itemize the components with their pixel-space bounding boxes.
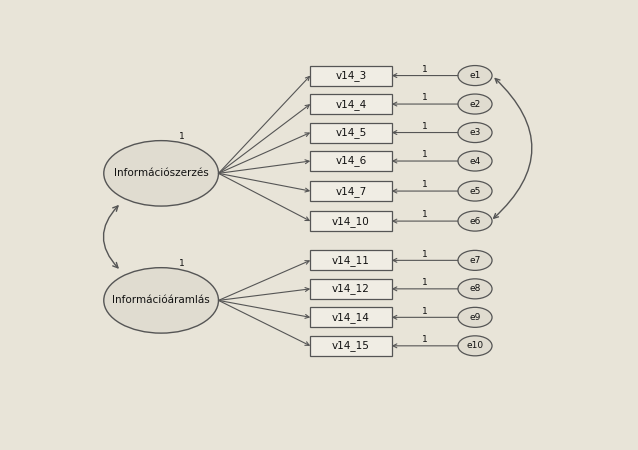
Text: e6: e6 — [470, 216, 480, 225]
Ellipse shape — [104, 140, 218, 206]
Ellipse shape — [458, 279, 492, 299]
Text: v14_10: v14_10 — [332, 216, 370, 226]
Ellipse shape — [458, 66, 492, 86]
FancyBboxPatch shape — [310, 279, 392, 299]
Text: e10: e10 — [466, 342, 484, 351]
FancyArrowPatch shape — [103, 206, 118, 268]
Text: Információáramlás: Információáramlás — [112, 295, 210, 306]
FancyBboxPatch shape — [310, 151, 392, 171]
Text: v14_14: v14_14 — [332, 312, 370, 323]
Text: e4: e4 — [470, 157, 480, 166]
FancyBboxPatch shape — [310, 211, 392, 231]
Text: 1: 1 — [422, 211, 427, 220]
Ellipse shape — [458, 94, 492, 114]
FancyBboxPatch shape — [310, 66, 392, 86]
Text: v14_5: v14_5 — [336, 127, 367, 138]
Ellipse shape — [458, 250, 492, 270]
Ellipse shape — [458, 181, 492, 201]
Text: 1: 1 — [422, 65, 427, 74]
FancyBboxPatch shape — [310, 336, 392, 356]
Text: e5: e5 — [470, 187, 480, 196]
Text: v14_15: v14_15 — [332, 340, 370, 351]
Text: v14_11: v14_11 — [332, 255, 370, 266]
Text: e9: e9 — [470, 313, 480, 322]
Ellipse shape — [458, 307, 492, 327]
Text: e7: e7 — [470, 256, 480, 265]
Ellipse shape — [458, 122, 492, 143]
Text: 1: 1 — [422, 335, 427, 344]
Ellipse shape — [458, 151, 492, 171]
FancyArrowPatch shape — [494, 79, 532, 218]
FancyBboxPatch shape — [310, 122, 392, 143]
Text: Információszerzés: Információszerzés — [114, 168, 209, 178]
Text: 1: 1 — [179, 131, 184, 140]
Text: 1: 1 — [422, 278, 427, 287]
Text: v14_12: v14_12 — [332, 284, 370, 294]
Text: 1: 1 — [422, 150, 427, 159]
Ellipse shape — [458, 336, 492, 356]
Text: 1: 1 — [179, 259, 184, 268]
FancyBboxPatch shape — [310, 181, 392, 201]
Text: v14_3: v14_3 — [336, 70, 367, 81]
Text: 1: 1 — [422, 180, 427, 189]
Text: v14_6: v14_6 — [336, 156, 367, 166]
Text: v14_7: v14_7 — [336, 185, 367, 197]
Text: 1: 1 — [422, 122, 427, 131]
Text: e8: e8 — [470, 284, 480, 293]
Ellipse shape — [458, 211, 492, 231]
Text: 1: 1 — [422, 250, 427, 259]
FancyBboxPatch shape — [310, 307, 392, 327]
Ellipse shape — [104, 268, 218, 333]
Text: e3: e3 — [470, 128, 480, 137]
FancyBboxPatch shape — [310, 250, 392, 270]
Text: v14_4: v14_4 — [336, 99, 367, 109]
FancyBboxPatch shape — [310, 94, 392, 114]
Text: 1: 1 — [422, 307, 427, 316]
Text: e1: e1 — [470, 71, 480, 80]
Text: 1: 1 — [422, 94, 427, 103]
Text: e2: e2 — [470, 99, 480, 108]
